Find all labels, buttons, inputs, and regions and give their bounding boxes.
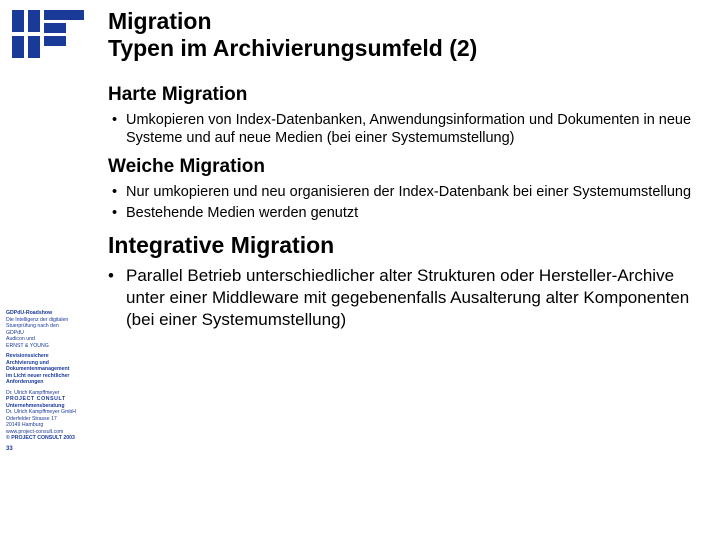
bullet-icon: •	[112, 183, 126, 201]
list-item: • Bestehende Medien werden genutzt	[112, 204, 702, 222]
title-line1: Migration	[108, 8, 212, 34]
bullet-icon: •	[112, 111, 126, 147]
list-item: • Parallel Betrieb unterschiedlicher alt…	[108, 265, 702, 331]
bullet-text: Umkopieren von Index-Datenbanken, Anwend…	[126, 111, 702, 147]
bullet-icon: •	[108, 265, 122, 331]
bullet-text: Bestehende Medien werden genutzt	[126, 204, 702, 222]
section3-heading: Integrative Migration	[108, 232, 702, 259]
bullet-text: Parallel Betrieb unterschiedlicher alter…	[122, 265, 702, 331]
slide-title: Migration Typen im Archivierungsumfeld (…	[108, 8, 702, 62]
title-line2: Typen im Archivierungsumfeld (2)	[108, 35, 477, 61]
sidebar-info: GDPdU-Roadshow Die Intelligenz der digit…	[6, 310, 96, 453]
section1-list: • Umkopieren von Index-Datenbanken, Anwe…	[112, 111, 702, 147]
company-logo-icon	[12, 10, 84, 62]
section3-list: • Parallel Betrieb unterschiedlicher alt…	[108, 265, 702, 331]
left-column: GDPdU-Roadshow Die Intelligenz der digit…	[0, 0, 100, 540]
bullet-text: Nur umkopieren und neu organisieren der …	[126, 183, 702, 201]
main-content: Migration Typen im Archivierungsumfeld (…	[108, 8, 702, 528]
slide-number: 33	[6, 446, 96, 454]
list-item: • Nur umkopieren und neu organisieren de…	[112, 183, 702, 201]
section1-heading: Harte Migration	[108, 84, 702, 106]
bullet-icon: •	[112, 204, 126, 222]
section2-heading: Weiche Migration	[108, 156, 702, 178]
list-item: • Umkopieren von Index-Datenbanken, Anwe…	[112, 111, 702, 147]
slide-root: GDPdU-Roadshow Die Intelligenz der digit…	[0, 0, 720, 540]
section2-list: • Nur umkopieren und neu organisieren de…	[112, 183, 702, 222]
side-l19: © PROJECT CONSULT 2003	[6, 435, 96, 442]
